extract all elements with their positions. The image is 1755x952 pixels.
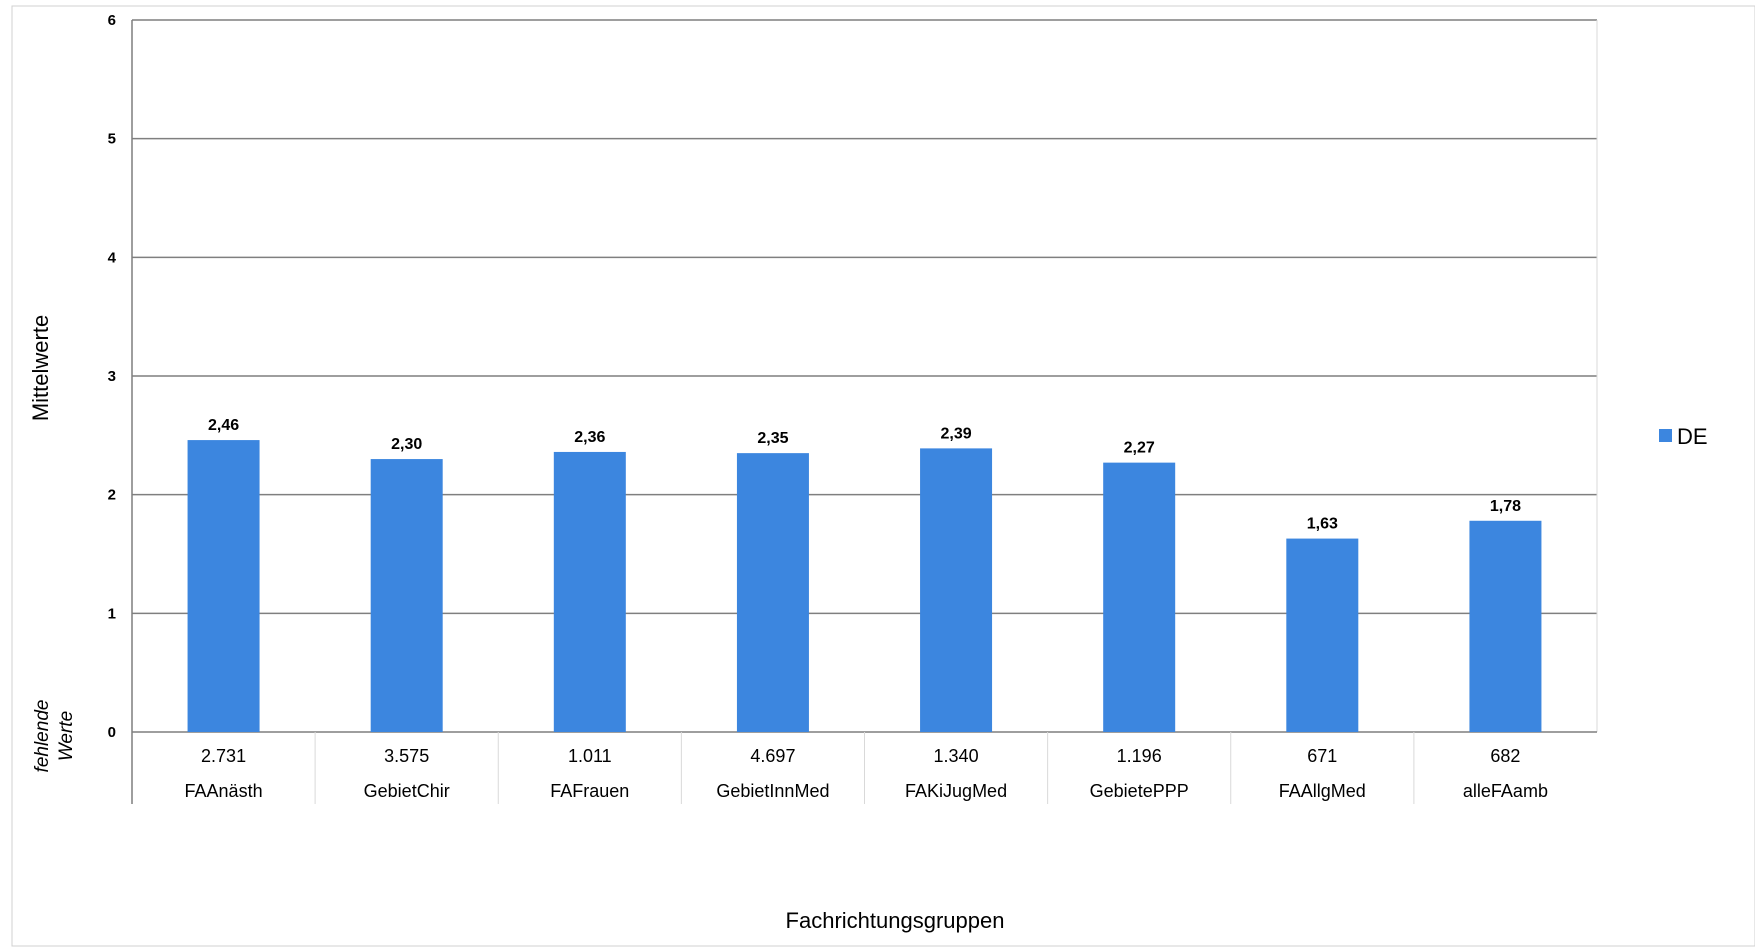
bar bbox=[920, 448, 993, 732]
y-tick-label: 5 bbox=[108, 131, 116, 148]
missing-values-table: 2.731 FAAnästh 3.575 GebietChir 1.011 FAFraue… bbox=[185, 732, 1548, 804]
x-category-label: alleFAamb bbox=[1463, 781, 1548, 801]
missing-value-cell: 3.575 bbox=[384, 746, 429, 766]
x-category-label: FAAllgMed bbox=[1279, 781, 1366, 801]
bar-value-label: 2,35 bbox=[757, 430, 788, 447]
x-category-label: FAFrauen bbox=[550, 781, 629, 801]
bar-value-label: 2,36 bbox=[574, 429, 605, 446]
missing-value-cell: 2.731 bbox=[201, 746, 246, 766]
missing-value-cell: 4.697 bbox=[750, 746, 795, 766]
missing-values-label-line2: Werte bbox=[56, 711, 77, 761]
missing-value-cell: 682 bbox=[1490, 746, 1520, 766]
missing-value-cell: 671 bbox=[1307, 746, 1337, 766]
x-category-label: FAAnästh bbox=[185, 781, 263, 801]
chart-border bbox=[11, 5, 1755, 947]
y-axis-title: Mittelwerte bbox=[28, 315, 53, 421]
bar-value-label: 2,46 bbox=[208, 417, 239, 434]
bar-value-label: 2,27 bbox=[1124, 440, 1155, 457]
y-tick-label: 3 bbox=[108, 368, 116, 385]
missing-values-label-line1: fehlende bbox=[32, 700, 53, 773]
bar-value-label: 1,63 bbox=[1307, 516, 1338, 533]
x-category-label: GebietInnMed bbox=[716, 781, 829, 801]
missing-value-cell: 1.196 bbox=[1117, 746, 1162, 766]
bar bbox=[370, 459, 443, 732]
bar-value-label: 2,39 bbox=[940, 425, 971, 442]
bar bbox=[1103, 462, 1176, 732]
bar bbox=[1286, 538, 1359, 732]
y-tick-label: 1 bbox=[108, 605, 116, 622]
y-tick-label: 0 bbox=[108, 724, 116, 741]
bars bbox=[187, 440, 1542, 732]
x-category-label: GebietChir bbox=[364, 781, 450, 801]
x-category-label: FAKiJugMed bbox=[905, 781, 1007, 801]
bar bbox=[1469, 520, 1542, 732]
y-tick-label: 4 bbox=[108, 249, 117, 266]
legend-label: DE bbox=[1677, 424, 1708, 449]
chart-text: 0 1 2 3 4 5 6 2,46 2,30 2,36 2,35 2,39 2,27 1,63 1,78 bbox=[108, 12, 1521, 741]
bar bbox=[187, 440, 260, 732]
bar-value-label: 2,30 bbox=[391, 436, 422, 453]
x-category-label: GebietePPP bbox=[1090, 781, 1189, 801]
x-axis-title: Fachrichtungsgruppen bbox=[786, 908, 1005, 933]
missing-value-cell: 1.340 bbox=[934, 746, 979, 766]
bar bbox=[736, 453, 809, 732]
y-tick-label: 6 bbox=[108, 12, 116, 29]
y-tick-label: 2 bbox=[108, 487, 116, 504]
bar-value-label: 1,78 bbox=[1490, 498, 1521, 515]
missing-value-cell: 1.011 bbox=[568, 746, 612, 766]
bar bbox=[553, 451, 626, 732]
legend-swatch bbox=[1659, 429, 1672, 442]
